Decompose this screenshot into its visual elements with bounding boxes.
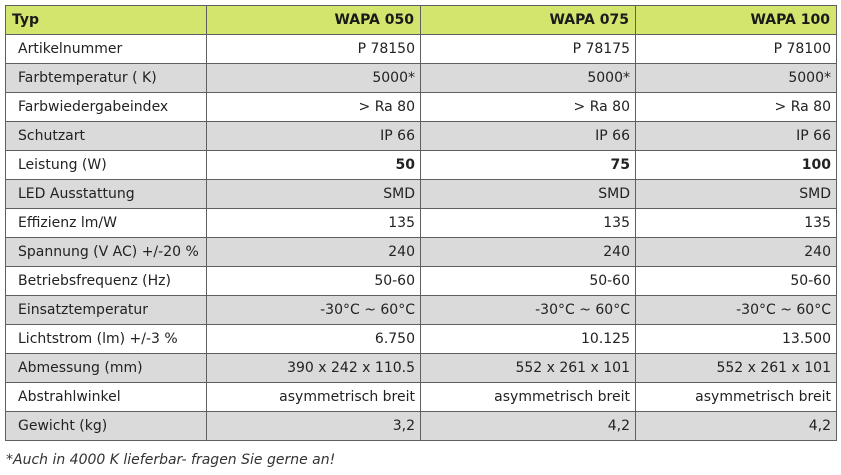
table-row: Effizienz lm/W 135 135 135 (5, 208, 837, 238)
row-value-wapa-075: 75 (420, 150, 636, 180)
row-label: Artikelnummer (5, 34, 207, 64)
row-value-wapa-100: IP 66 (635, 121, 837, 151)
table-row: Artikelnummer P 78150 P 78175 P 78100 (5, 34, 837, 64)
table-row: Farbtemperatur ( K) 5000* 5000* 5000* (5, 63, 837, 93)
table-body: Artikelnummer P 78150 P 78175 P 78100 Farbte… (5, 34, 837, 441)
row-label: Lichtstrom (lm) +/-3 % (5, 324, 207, 354)
row-value-wapa-075: IP 66 (420, 121, 636, 151)
row-value-wapa-050: -30°C ~ 60°C (206, 295, 421, 325)
row-value-wapa-075: 50-60 (420, 266, 636, 296)
row-value-wapa-050: asymmetrisch breit (206, 382, 421, 412)
row-label: Effizienz lm/W (5, 208, 207, 238)
row-value-wapa-050: 390 x 242 x 110.5 (206, 353, 421, 383)
row-value-wapa-100: > Ra 80 (635, 92, 837, 122)
row-label: Betriebsfrequenz (Hz) (5, 266, 207, 296)
row-label: Farbwiedergabeindex (5, 92, 207, 122)
row-value-wapa-100: 4,2 (635, 411, 837, 441)
row-label: Abmessung (mm) (5, 353, 207, 383)
table-row: Leistung (W) 50 75 100 (5, 150, 837, 180)
row-value-wapa-050: 3,2 (206, 411, 421, 441)
spec-table: Typ WAPA 050 WAPA 075 WAPA 100 Artikelnu… (5, 5, 837, 441)
row-value-wapa-075: SMD (420, 179, 636, 209)
row-value-wapa-100: SMD (635, 179, 837, 209)
row-value-wapa-100: -30°C ~ 60°C (635, 295, 837, 325)
row-value-wapa-075: 10.125 (420, 324, 636, 354)
row-label: Gewicht (kg) (5, 411, 207, 441)
row-value-wapa-075: 4,2 (420, 411, 636, 441)
table-header-row: Typ WAPA 050 WAPA 075 WAPA 100 (5, 5, 837, 35)
row-label: LED Ausstattung (5, 179, 207, 209)
row-value-wapa-100: 135 (635, 208, 837, 238)
table-row: LED Ausstattung SMD SMD SMD (5, 179, 837, 209)
row-value-wapa-100: 13.500 (635, 324, 837, 354)
row-label: Schutzart (5, 121, 207, 151)
header-wapa-050: WAPA 050 (206, 5, 421, 35)
header-wapa-075: WAPA 075 (420, 5, 636, 35)
table-row: Lichtstrom (lm) +/-3 % 6.750 10.125 13.500 (5, 324, 837, 354)
row-value-wapa-075: > Ra 80 (420, 92, 636, 122)
row-value-wapa-075: 240 (420, 237, 636, 267)
row-value-wapa-100: 50-60 (635, 266, 837, 296)
header-type: Typ (5, 5, 207, 35)
header-wapa-100: WAPA 100 (635, 5, 837, 35)
row-value-wapa-100: 5000* (635, 63, 837, 93)
footnote: *Auch in 4000 K lieferbar- fragen Sie ge… (6, 452, 336, 468)
row-value-wapa-050: 6.750 (206, 324, 421, 354)
table-row: Betriebsfrequenz (Hz) 50-60 50-60 50-60 (5, 266, 837, 296)
table-row: Abstrahlwinkel asymmetrisch breit asymmetr… (5, 382, 837, 412)
row-value-wapa-075: 135 (420, 208, 636, 238)
table-row: Abmessung (mm) 390 x 242 x 110.5 552 x 261… (5, 353, 837, 383)
row-value-wapa-075: 552 x 261 x 101 (420, 353, 636, 383)
row-value-wapa-075: P 78175 (420, 34, 636, 64)
row-label: Einsatztemperatur (5, 295, 207, 325)
row-label: Abstrahlwinkel (5, 382, 207, 412)
row-value-wapa-100: 100 (635, 150, 837, 180)
row-value-wapa-075: asymmetrisch breit (420, 382, 636, 412)
table-row: Farbwiedergabeindex > Ra 80 > Ra 80 > Ra 80 (5, 92, 837, 122)
row-value-wapa-050: IP 66 (206, 121, 421, 151)
row-value-wapa-100: asymmetrisch breit (635, 382, 837, 412)
row-value-wapa-050: 50 (206, 150, 421, 180)
row-value-wapa-050: SMD (206, 179, 421, 209)
table-row: Einsatztemperatur -30°C ~ 60°C -30°C ~ 60°… (5, 295, 837, 325)
row-value-wapa-075: -30°C ~ 60°C (420, 295, 636, 325)
row-value-wapa-050: 240 (206, 237, 421, 267)
row-value-wapa-075: 5000* (420, 63, 636, 93)
row-value-wapa-050: 50-60 (206, 266, 421, 296)
row-value-wapa-050: P 78150 (206, 34, 421, 64)
row-value-wapa-100: 552 x 261 x 101 (635, 353, 837, 383)
row-value-wapa-100: 240 (635, 237, 837, 267)
row-value-wapa-050: 5000* (206, 63, 421, 93)
row-value-wapa-050: > Ra 80 (206, 92, 421, 122)
table-row: Gewicht (kg) 3,2 4,2 4,2 (5, 411, 837, 441)
row-label: Leistung (W) (5, 150, 207, 180)
table-row: Spannung (V AC) +/-20 % 240 240 240 (5, 237, 837, 267)
row-label: Spannung (V AC) +/-20 % (5, 237, 207, 267)
row-value-wapa-100: P 78100 (635, 34, 837, 64)
row-label: Farbtemperatur ( K) (5, 63, 207, 93)
row-value-wapa-050: 135 (206, 208, 421, 238)
table-row: Schutzart IP 66 IP 66 IP 66 (5, 121, 837, 151)
